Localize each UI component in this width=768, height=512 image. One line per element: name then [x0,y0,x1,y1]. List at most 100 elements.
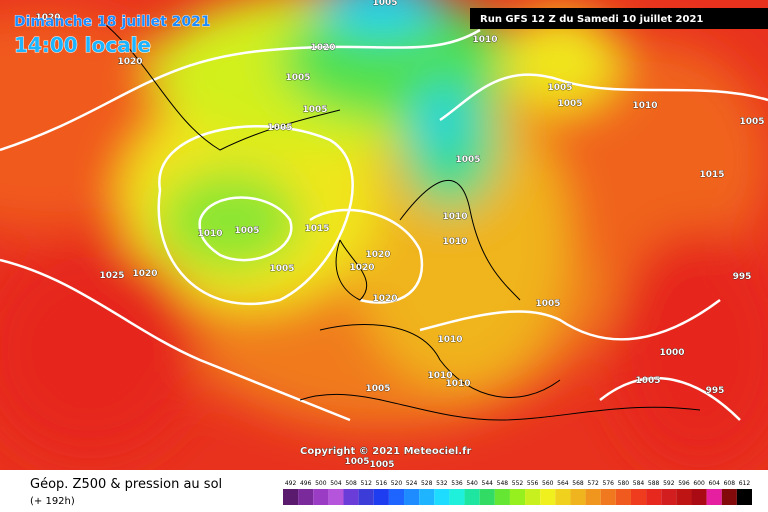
scale-swatch [494,489,510,505]
isobar-label: 1010 [445,379,470,389]
isobar-label: 1020 [372,294,397,304]
scale-swatch [298,489,314,505]
scale-label: 548 [497,480,509,487]
scale-swatch [328,489,344,505]
isobar-label: 1020 [310,43,335,53]
isobar-label: 1020 [117,57,142,67]
isobar-label: 1005 [302,105,327,115]
scale-swatch [540,489,556,505]
footer-lead: (+ 192h) [30,496,75,507]
isobar-label: 1005 [455,155,480,165]
scale-label: 584 [633,480,645,487]
isobar-label: 1025 [99,271,124,281]
scale-label: 520 [391,480,403,487]
scale-swatch [419,489,435,505]
scale-label: 600 [693,480,705,487]
isobar-label: 1005 [267,123,292,133]
copyright: Copyright © 2021 Meteociel.fr [300,446,471,457]
scale-label: 576 [603,480,615,487]
scale-swatch [313,489,329,505]
isobar-label: 1005 [344,457,369,467]
scale-swatch [630,489,647,505]
scale-swatch [373,489,389,505]
scale-label: 512 [360,480,372,487]
scale-swatch [721,489,737,505]
run-box [470,8,768,29]
scale-swatch [479,489,495,505]
scale-label: 524 [406,480,418,487]
scale-label: 500 [315,480,327,487]
scale-swatch [509,489,526,505]
scale-label: 568 [572,480,584,487]
isobar-label: 1005 [372,0,397,8]
isobar-label: 1000 [659,348,684,358]
scale-swatch [434,489,450,505]
scale-label: 508 [345,480,357,487]
isobar-label: 1005 [285,73,310,83]
isobar-label: 1005 [635,376,660,386]
scale-swatch [404,489,420,505]
scale-label: 516 [376,480,388,487]
isobar-label: 1005 [269,264,294,274]
field-shading [0,0,768,470]
scale-swatch [570,489,586,505]
isobar-label: 1005 [557,99,582,109]
isobar-label: 1005 [739,117,764,127]
footer-title: Géop. Z500 & pression au sol [30,477,222,492]
scale-swatch [600,489,616,505]
scale-swatch [736,489,752,505]
isobar-label: 995 [706,386,725,396]
isobar-label: 1005 [365,384,390,394]
time-label: 14:00 locale [14,33,151,57]
scale-label: 536 [451,480,463,487]
run-label: Run GFS 12 Z du Samedi 10 juillet 2021 [480,14,703,25]
isobar-label: 1020 [132,269,157,279]
isobar-label: 1010 [437,335,462,345]
scale-swatch [464,489,480,505]
isobar-label: 1015 [699,170,724,180]
scale-label: 540 [466,480,478,487]
isobar-label: 1010 [427,371,452,381]
coastlines [99,19,701,421]
color-scale: 492 496 500 504 508 512 516 520 524 528 532 536 540 5… [283,480,752,505]
scale-swatch [615,489,631,505]
scale-label: 528 [421,480,433,487]
isobar-label: 1010 [632,101,657,111]
scale-swatch [343,489,359,505]
scale-label: 504 [330,480,342,487]
scale-swatch [358,489,374,505]
isobar-label: 1020 [35,13,60,23]
scale-swatch [555,489,571,505]
scale-label: 544 [482,480,494,487]
scale-label: 580 [618,480,630,487]
scale-swatch [676,489,692,505]
scale-swatch [661,489,677,505]
isobar-label: 1005 [369,460,394,470]
isobar-label: 1015 [304,224,329,234]
scale-swatch [646,489,662,505]
isobar-label: 1005 [535,299,560,309]
scale-label: 532 [436,480,448,487]
date-label: Dimanche 18 juillet 2021 [14,14,211,30]
isobar-lines [0,28,768,422]
isobar-label: 1005 [547,83,572,93]
scale-label: 564 [557,480,569,487]
scale-label: 596 [678,480,690,487]
isobar-label: 1020 [349,263,374,273]
scale-label: 560 [542,480,554,487]
scale-label: 612 [739,480,751,487]
isobar-label: 1005 [234,226,259,236]
scale-label: 496 [300,480,312,487]
isobar-label: 1010 [442,237,467,247]
scale-label: 556 [527,480,539,487]
scale-swatch [283,489,299,505]
scale-label: 608 [724,480,736,487]
scale-swatch [388,489,405,505]
scale-swatch [691,489,707,505]
scale-label: 604 [708,480,720,487]
isobar-label: 1010 [472,35,497,45]
scale-swatch [525,489,541,505]
scale-label: 552 [512,480,524,487]
